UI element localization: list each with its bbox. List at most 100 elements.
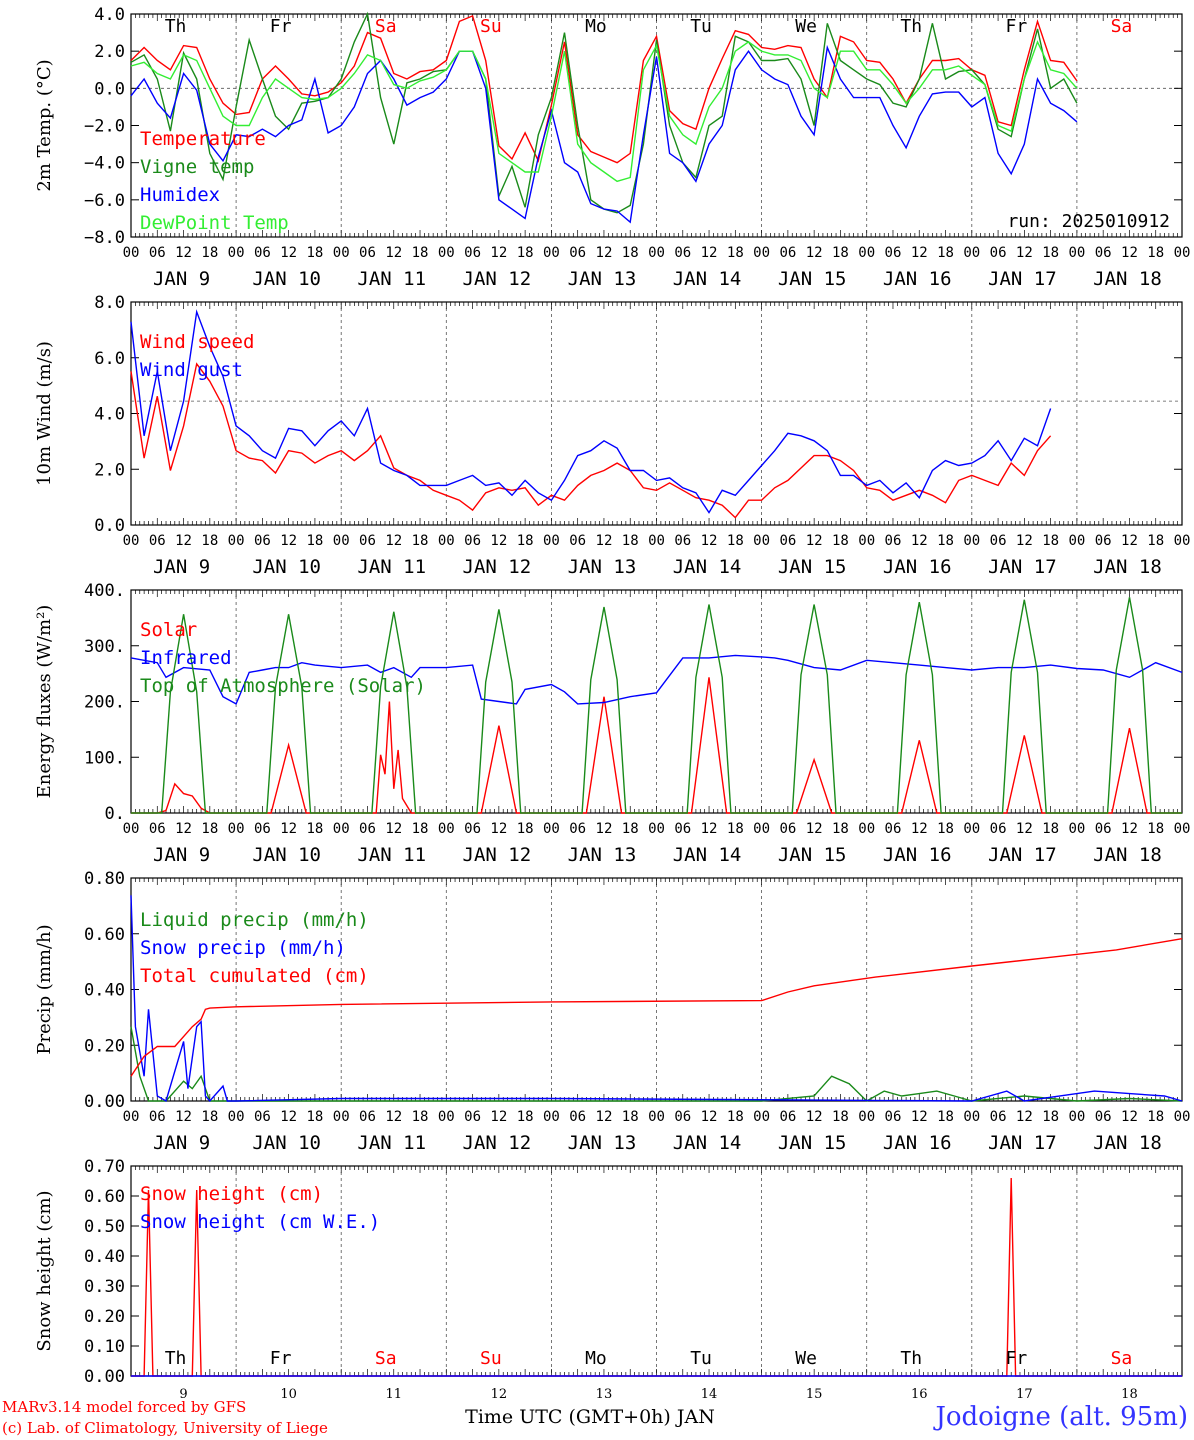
hour-label: 06 <box>885 245 902 261</box>
y-tick-label: −8.0 <box>84 228 125 248</box>
hour-label: 06 <box>359 245 376 261</box>
date-label: JAN 9 <box>153 556 210 578</box>
hour-label: 12 <box>280 1109 297 1125</box>
hour-label: 12 <box>1016 821 1033 837</box>
y-tick-label: 0. <box>105 804 125 824</box>
hour-label: 12 <box>280 533 297 549</box>
y-tick-label: 0.10 <box>84 1337 125 1357</box>
date-label: JAN 11 <box>357 556 426 578</box>
day-name: Th <box>165 16 187 37</box>
hour-label: 06 <box>990 821 1007 837</box>
date-label: JAN 9 <box>153 844 210 866</box>
hour-label: 00 <box>858 245 875 261</box>
hour-label: 12 <box>175 533 192 549</box>
legend-entry: Wind gust <box>140 359 243 381</box>
hour-label: 06 <box>359 1109 376 1125</box>
day-name: Sa <box>1111 1348 1133 1369</box>
hour-label: 12 <box>911 245 928 261</box>
hour-label: 18 <box>832 245 849 261</box>
day-name: Fr <box>270 1348 292 1369</box>
y-tick-label: 100. <box>84 748 125 768</box>
hour-label: 18 <box>727 821 744 837</box>
hour-label: 18 <box>622 245 639 261</box>
day-number: 18 <box>1121 1387 1138 1402</box>
hour-label: 06 <box>885 821 902 837</box>
y-axis-label: Energy fluxes (W/m²) <box>34 605 55 799</box>
hour-label: 18 <box>306 245 323 261</box>
hour-label: 12 <box>806 245 823 261</box>
hour-label: 18 <box>832 1109 849 1125</box>
date-label: JAN 15 <box>778 844 847 866</box>
date-label: JAN 11 <box>357 268 426 290</box>
date-label: JAN 14 <box>673 268 742 290</box>
day-name: We <box>795 1348 817 1369</box>
hour-label: 12 <box>175 1109 192 1125</box>
y-axis-label: 2m Temp. (°C) <box>34 59 55 191</box>
series-line-snow-precip-mm-h- <box>130 895 1183 1103</box>
day-number: 11 <box>385 1387 402 1402</box>
hour-label: 06 <box>254 1109 271 1125</box>
hour-label: 12 <box>701 1109 718 1125</box>
hour-label: 06 <box>779 533 796 549</box>
y-tick-label: 0.30 <box>84 1277 125 1297</box>
hour-label: 06 <box>990 533 1007 549</box>
lab-credit: (c) Lab. of Climatology, University of L… <box>2 1419 328 1437</box>
date-label: JAN 9 <box>153 1132 210 1154</box>
day-name: Th <box>900 1348 922 1369</box>
y-tick-label: 2.0 <box>94 460 125 480</box>
hour-label: 06 <box>569 821 586 837</box>
plot-frame <box>130 301 1183 526</box>
y-tick-label: −6.0 <box>84 191 125 211</box>
hour-label: 06 <box>464 821 481 837</box>
plot-frame <box>130 589 1183 814</box>
hour-label: 18 <box>832 821 849 837</box>
hour-label: 06 <box>149 245 166 261</box>
hour-label: 00 <box>1174 1109 1191 1125</box>
date-label: JAN 14 <box>673 556 742 578</box>
day-name: Sa <box>375 16 397 37</box>
model-credit: MARv3.14 model forced by GFS <box>2 1398 247 1416</box>
hour-label: 00 <box>228 533 245 549</box>
hour-label: 12 <box>385 533 402 549</box>
series-line-solar <box>131 677 1182 814</box>
day-name: Sa <box>375 1348 397 1369</box>
series-line-wind-speed <box>130 362 1052 519</box>
hour-label: 06 <box>254 533 271 549</box>
day-name: Tu <box>690 16 712 37</box>
hour-label: 18 <box>1147 245 1164 261</box>
y-axis-label: Snow height (cm) <box>34 1190 55 1351</box>
hour-label: 12 <box>701 245 718 261</box>
hour-label: 18 <box>727 533 744 549</box>
hour-label: 06 <box>464 533 481 549</box>
y-tick-label: 400. <box>84 581 125 601</box>
hour-label: 12 <box>701 533 718 549</box>
y-tick-label: 0.0 <box>94 79 125 99</box>
hour-label: 12 <box>175 821 192 837</box>
hour-label: 06 <box>569 245 586 261</box>
hour-label: 18 <box>937 1109 954 1125</box>
series-line-total-cumulated-cm- <box>130 938 1183 1077</box>
date-label: JAN 10 <box>252 556 321 578</box>
hour-label: 00 <box>1174 245 1191 261</box>
day-name: Su <box>480 16 502 37</box>
date-label: JAN 18 <box>1093 556 1162 578</box>
hour-label: 00 <box>543 245 560 261</box>
hour-label: 00 <box>648 533 665 549</box>
day-number: 15 <box>806 1387 823 1402</box>
hour-label: 18 <box>412 245 429 261</box>
hour-label: 00 <box>648 245 665 261</box>
y-tick-label: 6.0 <box>94 349 125 369</box>
hour-label: 00 <box>333 533 350 549</box>
hour-label: 00 <box>543 533 560 549</box>
hour-label: 12 <box>911 533 928 549</box>
hour-label: 06 <box>779 821 796 837</box>
hour-label: 00 <box>648 1109 665 1125</box>
hour-label: 00 <box>753 821 770 837</box>
y-tick-label: 0.00 <box>84 1367 125 1387</box>
hour-label: 06 <box>569 1109 586 1125</box>
y-tick-label: 0.00 <box>84 1092 125 1112</box>
hour-label: 00 <box>753 245 770 261</box>
hour-label: 00 <box>1174 821 1191 837</box>
hour-label: 18 <box>832 533 849 549</box>
hour-label: 00 <box>123 821 140 837</box>
